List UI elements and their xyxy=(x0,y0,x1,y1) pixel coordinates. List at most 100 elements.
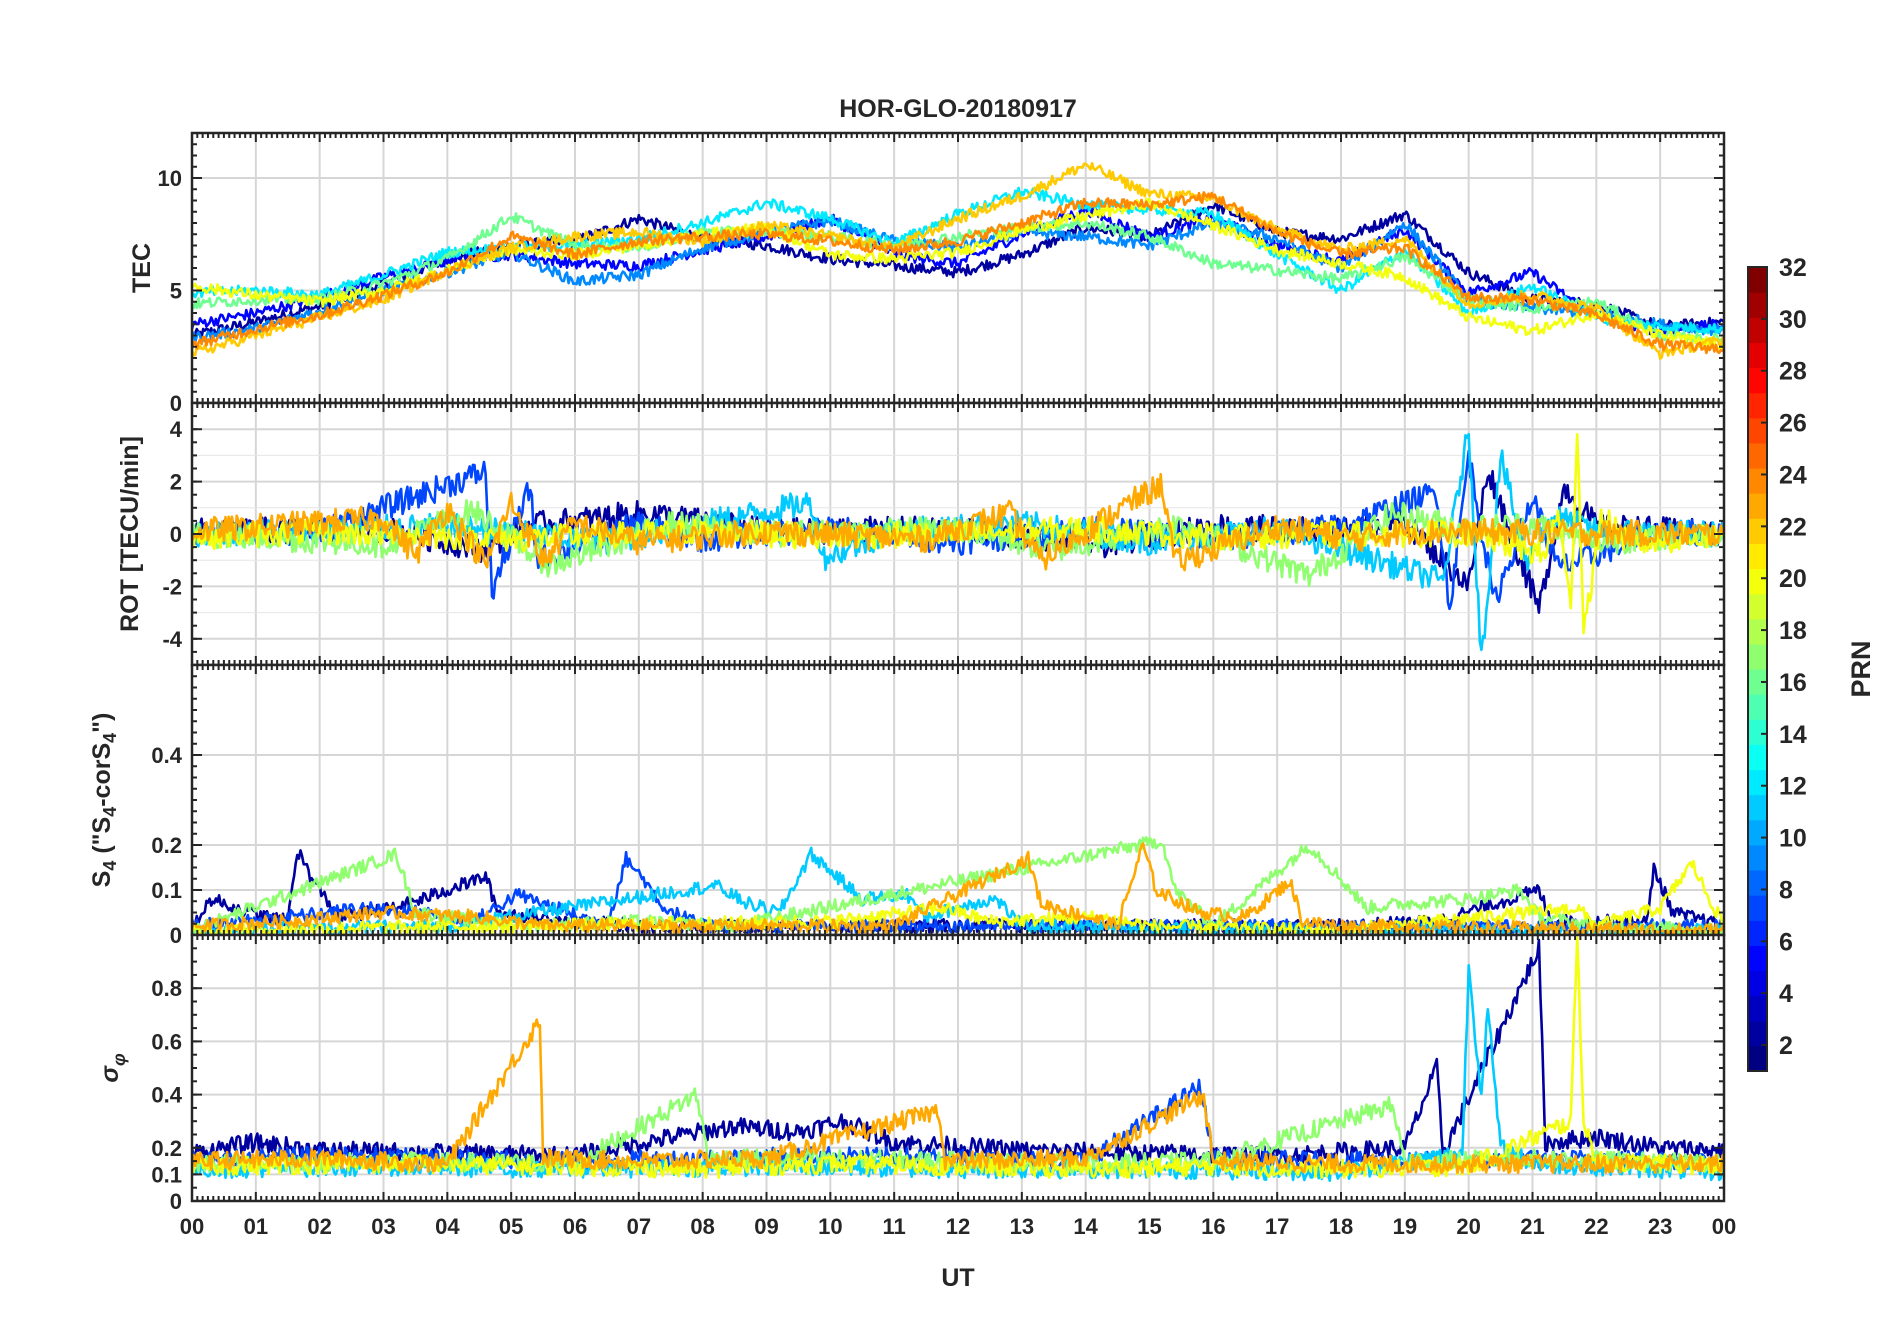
series-line-prn-23 xyxy=(192,1018,1724,1175)
x-tick-label: 17 xyxy=(1265,1214,1289,1239)
colorbar-segment xyxy=(1748,794,1767,821)
y-axis-label-tec: TEC xyxy=(128,243,156,293)
y-tick-label: 0 xyxy=(170,923,182,948)
x-tick-label: 12 xyxy=(946,1214,970,1239)
colorbar-tick-label: 18 xyxy=(1779,617,1807,645)
colorbar-segment xyxy=(1748,618,1767,645)
x-tick-label: 01 xyxy=(244,1214,268,1239)
series-group xyxy=(192,432,1724,652)
colorbar-tick-label: 14 xyxy=(1779,721,1807,749)
y-tick-label: 0.2 xyxy=(151,1136,182,1161)
colorbar-segment xyxy=(1748,392,1767,419)
colorbar-tick-label: 4 xyxy=(1779,980,1793,1008)
panel-sigma_phi: 00.10.2 0.4 0.6 0.8 σφ xyxy=(96,933,1726,1214)
colorbar-segment xyxy=(1748,970,1767,997)
y-tick-label: 0 xyxy=(170,1189,182,1214)
y-tick-label: 5 xyxy=(170,279,182,304)
y-tick-label: 0.4 xyxy=(151,1083,182,1108)
y-tick-label: 2 xyxy=(170,470,182,495)
series-line-prn-17 xyxy=(192,836,1724,935)
colorbar-tick-label: 6 xyxy=(1779,928,1793,956)
y-tick-label: 0.4 xyxy=(151,743,182,768)
colorbar-segment xyxy=(1748,945,1767,972)
panel-tec: 0 5 10 TEC xyxy=(128,131,1726,416)
colorbar-segment xyxy=(1748,292,1767,318)
colorbar-segment xyxy=(1748,317,1767,343)
panel-rot: -4 -2 0 2 4 ROT [TECU/min] xyxy=(116,401,1726,667)
x-tick-label: 04 xyxy=(435,1214,460,1239)
colorbar-tick-label: 32 xyxy=(1779,254,1807,282)
colorbar-segment xyxy=(1748,870,1767,896)
colorbar-tick-label: 12 xyxy=(1779,773,1807,801)
x-tick-label: 23 xyxy=(1648,1214,1672,1239)
colorbar-segment xyxy=(1748,995,1767,1022)
colorbar-segment xyxy=(1748,342,1767,369)
colorbar-segment xyxy=(1748,267,1767,293)
colorbar-segment xyxy=(1748,468,1767,494)
colorbar-border xyxy=(1747,266,1768,1072)
colorbar-segment xyxy=(1748,694,1767,720)
series-line-prn-23 xyxy=(192,472,1724,572)
series-line-prn-20 xyxy=(192,432,1724,635)
x-tick-label: 14 xyxy=(1073,1214,1098,1239)
y-tick-label: -4 xyxy=(162,627,182,652)
x-tick-label: 00 xyxy=(180,1214,204,1239)
colorbar-segment xyxy=(1748,518,1767,544)
colorbar-segment xyxy=(1748,593,1767,620)
colorbar-segment xyxy=(1748,493,1767,519)
colorbar-segment xyxy=(1748,669,1767,695)
y-axis-label-sigma_phi: σφ xyxy=(96,1053,129,1083)
colorbar-tick-label: 16 xyxy=(1779,669,1807,697)
colorbar-tick-label: 10 xyxy=(1779,825,1807,853)
x-axis-label: UT xyxy=(941,1264,974,1292)
x-tick-label: 15 xyxy=(1137,1214,1161,1239)
colorbar-label: PRN xyxy=(1846,640,1876,697)
colorbar-segment xyxy=(1748,643,1767,670)
x-tick-label: 09 xyxy=(754,1214,778,1239)
colorbar-segment xyxy=(1748,819,1767,846)
colorbar-segment xyxy=(1748,895,1767,921)
y-axis-label-s4: S4 ("S4-corS4") xyxy=(88,713,120,888)
x-tick-label: 02 xyxy=(307,1214,331,1239)
y-tick-label: 0.2 xyxy=(151,833,182,858)
colorbar-segment xyxy=(1748,1020,1767,1047)
x-tick-label: 08 xyxy=(690,1214,714,1239)
y-tick-label: 0.6 xyxy=(151,1029,182,1054)
x-tick-label: 00 xyxy=(1712,1214,1736,1239)
x-tick-label: 06 xyxy=(563,1214,587,1239)
colorbar-segment xyxy=(1748,417,1767,444)
colorbar-segment xyxy=(1748,719,1767,745)
y-tick-label: 0 xyxy=(170,522,182,547)
colorbar-segment xyxy=(1748,367,1767,394)
chart-title: HOR-GLO-20180917 xyxy=(839,95,1077,123)
colorbar-tick-label: 26 xyxy=(1779,410,1807,438)
colorbar-segment xyxy=(1748,1045,1767,1072)
axes-box xyxy=(190,933,1726,1203)
colorbar-segment xyxy=(1748,568,1767,595)
y-tick-label: 0.8 xyxy=(151,976,182,1001)
y-tick-label: 4 xyxy=(170,417,183,442)
x-tick-label: 13 xyxy=(1010,1214,1034,1239)
y-tick-label: 0.1 xyxy=(151,878,182,903)
colorbar-segment xyxy=(1748,844,1767,871)
y-tick-label: 0 xyxy=(170,391,182,416)
series-group xyxy=(192,161,1724,360)
x-tick-label: 05 xyxy=(499,1214,523,1239)
colorbar-segment xyxy=(1748,920,1767,946)
x-tick-label: 20 xyxy=(1456,1214,1480,1239)
y-tick-label: 10 xyxy=(158,166,182,191)
colorbar-tick-label: 30 xyxy=(1779,306,1807,334)
colorbar-segment xyxy=(1748,442,1767,469)
x-axis-tick-labels: 00 01 02 03 04 05 06 07 08 09 10 11 12 13 14 15 16 17 18 19… xyxy=(180,1214,1736,1239)
series-group xyxy=(192,936,1724,1182)
x-tick-label: 21 xyxy=(1520,1214,1544,1239)
series-line-prn-20 xyxy=(192,859,1724,935)
series-line-prn-24 xyxy=(192,191,1724,355)
y-tick-label: -2 xyxy=(162,574,182,599)
x-tick-label: 10 xyxy=(818,1214,842,1239)
colorbar-segment xyxy=(1748,543,1767,570)
colorbar-segment xyxy=(1748,744,1767,771)
x-tick-label: 16 xyxy=(1201,1214,1225,1239)
